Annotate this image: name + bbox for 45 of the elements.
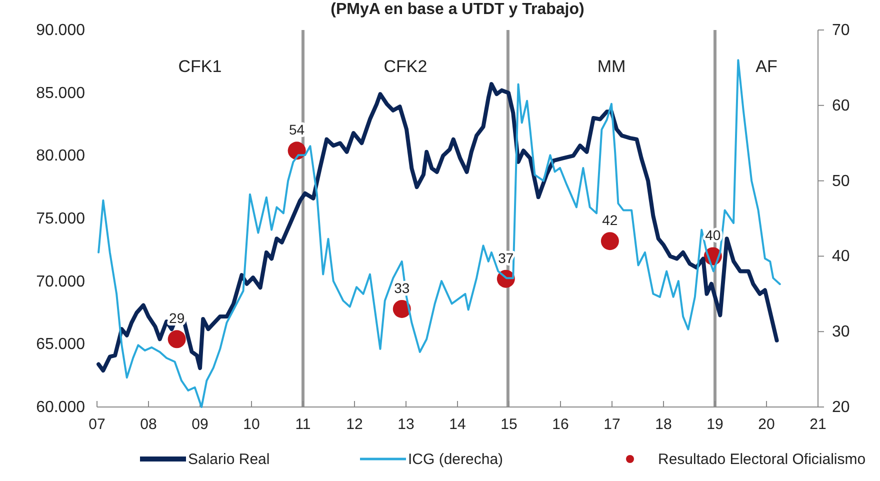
x-tick-label: 09 [192,416,208,433]
x-tick-label: 13 [398,416,414,433]
x-tick-label: 10 [243,416,260,433]
x-tick-label: 12 [346,416,363,433]
y2-tick-label: 20 [832,399,850,416]
x-tick-label: 07 [88,416,106,433]
annotation: AF [756,57,778,76]
annotation: MM [597,57,626,76]
x-tick-label: 16 [552,416,569,433]
annotation: CFK1 [178,57,222,76]
x-tick-label: 08 [140,416,157,433]
y-tick-label: 65.000 [36,336,86,354]
point [600,232,619,250]
y-tick-label: 85.000 [36,84,86,102]
y-tick-label: 60.000 [36,399,86,416]
y2-tick-label: 70 [832,22,850,39]
y-tick-label: 70.000 [36,273,86,290]
y-tick-label: 80.000 [36,148,86,165]
x-tick-label: 21 [810,416,826,433]
y-tick-label: 75.000 [36,210,86,228]
x-tick-label: 20 [758,416,775,433]
data-label: 54 [289,122,305,138]
x-tick-label: 15 [500,416,518,433]
x-tick-label: 17 [604,416,620,433]
legend-label: ICG (derecha) [408,451,504,468]
point [168,330,186,348]
x-tick-label: 11 [295,416,311,433]
annotation: CFK2 [384,57,428,76]
legend-label: Resultado Electoral Oficialismo [658,451,866,468]
y2-tick-label: 60 [832,97,850,114]
x-tick-label: 18 [655,416,672,433]
x-tick-label: 19 [706,416,724,433]
x-tick-label: 14 [449,416,466,433]
line-series [98,59,781,408]
data-label: 42 [602,212,618,228]
y-tick-label: 90.000 [36,22,86,39]
line-series [96,82,779,373]
data-label: 40 [705,227,721,244]
y2-tick-label: 30 [832,324,850,341]
chart-subtitle: (PMyA en base a UTDT y Trabajo) [330,1,584,18]
y2-tick-label: 50 [832,172,850,190]
y2-tick-label: 40 [832,248,850,266]
legend-label: Salario Real [188,451,270,468]
point [288,142,306,160]
point [392,300,411,318]
